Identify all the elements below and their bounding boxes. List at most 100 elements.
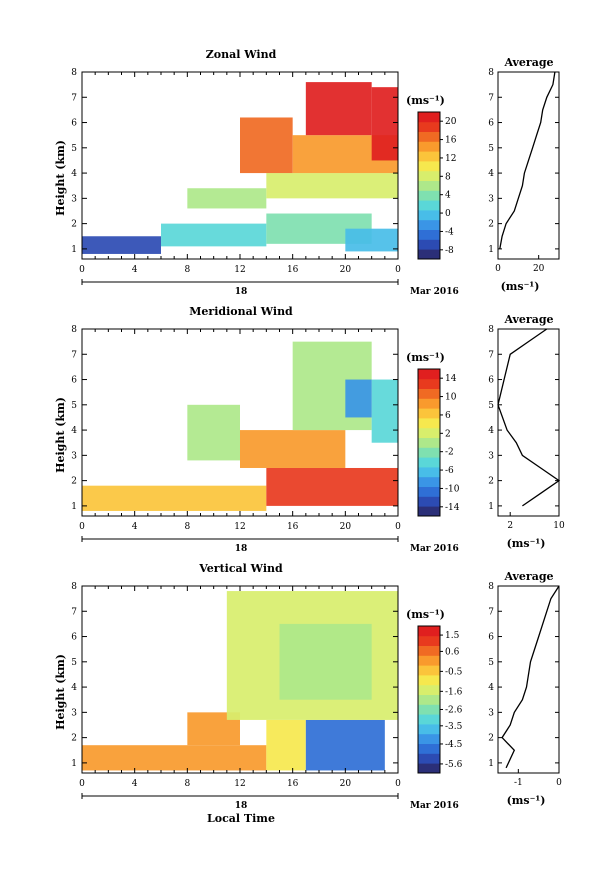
meridional-ytick-label: 5 [71, 401, 77, 411]
meridional-profile-ytick-label: 5 [488, 401, 494, 411]
meridional-colorbar-label: -14 [445, 503, 460, 513]
vertical-xtick-label: 4 [132, 779, 138, 789]
zonal-field-patch-5 [266, 173, 398, 199]
vertical-colorbar-swatch [418, 704, 440, 715]
vertical-colorbar-label: -5.6 [445, 760, 463, 770]
zonal-profile-xlabel: (ms⁻¹) [501, 280, 540, 293]
vertical-title: Vertical Wind [198, 562, 283, 575]
zonal-profile-line [499, 71, 556, 250]
zonal-profile-ytick-label: 3 [488, 194, 494, 204]
zonal-date-day: 18 [235, 287, 248, 297]
vertical-colorbar-swatch [418, 655, 440, 666]
vertical-profile-line [501, 585, 560, 769]
vertical-colorbar-swatch [418, 724, 440, 735]
zonal-colorbar-swatch [418, 239, 440, 250]
vertical-profile-xtick-label: -1 [514, 778, 523, 788]
vertical-date-month: Mar 2016 [410, 801, 459, 811]
zonal-colorbar-swatch [418, 210, 440, 221]
vertical-date-day: 18 [235, 801, 248, 811]
meridional-panel: Meridional Wind Height (km) 0 4 8 12 16 20 0 1… [54, 305, 565, 554]
zonal-xtick-label: 4 [132, 265, 138, 275]
meridional-ytick-label: 3 [71, 451, 77, 461]
meridional-colorbar-unit: (ms⁻¹) [406, 351, 445, 364]
meridional-xtick-label: 0 [395, 522, 401, 532]
meridional-colorbar-label: -6 [445, 466, 454, 476]
meridional-xtick-label: 12 [234, 522, 245, 532]
vertical-colorbar-swatch [418, 626, 440, 637]
vertical-profile-ytick-label: 1 [488, 759, 494, 769]
zonal-profile-frame [497, 71, 560, 260]
zonal-field-patch-6 [240, 117, 293, 174]
zonal-colorbar-swatch [418, 151, 440, 162]
vertical-profile-xlabel: (ms⁻¹) [507, 794, 546, 807]
vertical-field-patch-0 [82, 745, 267, 771]
meridional-colorbar-label: 14 [445, 374, 457, 384]
zonal-colorbar-label: 12 [445, 154, 456, 164]
vertical-profile-ytick-label: 6 [488, 633, 494, 643]
zonal-ytick-label: 1 [71, 245, 77, 255]
meridional-colorbar-swatch [418, 486, 440, 497]
vertical-field-patch-5 [279, 623, 372, 700]
vertical-colorbar-swatch [418, 684, 440, 695]
vertical-ytick-label: 8 [71, 582, 77, 592]
vertical-colorbar-swatch [418, 753, 440, 764]
meridional-date-day: 18 [235, 544, 248, 554]
zonal-profile-ytick-label: 2 [488, 220, 494, 230]
zonal-xtick-label: 8 [184, 265, 190, 275]
zonal-colorbar-label: 4 [445, 191, 451, 201]
vertical-panel: Vertical Wind Height (km) 0 4 8 12 16 20 0 123… [54, 562, 562, 825]
vertical-xtick-label: 8 [184, 779, 190, 789]
meridional-profile-ytick-label: 4 [488, 426, 494, 436]
meridional-colorbar-swatch [418, 418, 440, 429]
meridional-colorbar-frame [417, 368, 441, 517]
zonal-xtick-label: 0 [79, 265, 85, 275]
meridional-profile-ytick-label: 6 [488, 376, 494, 386]
meridional-field-patch-0 [82, 485, 267, 511]
vertical-xtick-label: 12 [234, 779, 245, 789]
zonal-colorbar-swatch [418, 219, 440, 230]
meridional-ytick-label: 6 [71, 376, 77, 386]
zonal-colorbar-label: 8 [445, 172, 451, 182]
zonal-ytick-label: 6 [71, 119, 77, 129]
vertical-xtick-label: 0 [79, 779, 85, 789]
meridional-xtick-label: 4 [132, 522, 138, 532]
vertical-colorbar-label: 1.5 [445, 631, 460, 641]
zonal-ytick-label: 4 [71, 169, 77, 179]
vertical-colorbar-swatch [418, 635, 440, 646]
zonal-colorbar-label: 16 [445, 136, 457, 146]
zonal-profile-ytick-label: 1 [488, 245, 494, 255]
zonal-profile-ytick-label: 7 [488, 93, 494, 103]
vertical-ytick-label: 4 [71, 683, 77, 693]
zonal-colorbar-swatch [418, 170, 440, 181]
vertical-colorbar-label: -2.6 [445, 705, 463, 715]
meridional-colorbar-swatch [418, 369, 440, 380]
zonal-field-patch-9 [371, 87, 398, 161]
meridional-colorbar-swatch [418, 496, 440, 507]
vertical-ytick-label: 7 [71, 607, 77, 617]
meridional-field-patch-1 [266, 467, 398, 506]
meridional-ylabel: Height (km) [54, 397, 67, 473]
zonal-xtick-label: 0 [395, 265, 401, 275]
zonal-profile-ytick-label: 6 [488, 119, 494, 129]
vertical-colorbar-swatch [418, 675, 440, 686]
zonal-panel: Zonal Wind Height (km) 0 4 8 12 16 20 0 123456… [54, 48, 560, 297]
vertical-ytick-label: 2 [71, 734, 77, 744]
vertical-profile-frame [497, 585, 560, 774]
meridional-colorbar-swatch [418, 408, 440, 419]
meridional-profile-xtick-label: 10 [553, 521, 565, 531]
meridional-colorbar-swatch [418, 467, 440, 478]
zonal-colorbar-swatch [418, 229, 440, 240]
meridional-field-patch-2 [240, 430, 346, 468]
meridional-colorbar-swatch [418, 476, 440, 487]
vertical-colorbar-label: -3.5 [445, 722, 463, 732]
zonal-colorbar-unit: (ms⁻¹) [406, 94, 445, 107]
zonal-field-patch-8 [305, 82, 372, 136]
meridional-colorbar-swatch [418, 378, 440, 389]
meridional-profile-frame [497, 328, 560, 517]
meridional-date-month: Mar 2016 [410, 544, 459, 554]
vertical-colorbar-swatch [418, 694, 440, 705]
vertical-field-patch-3 [305, 719, 385, 771]
vertical-colorbar-swatch [418, 743, 440, 754]
zonal-colorbar-swatch [418, 112, 440, 123]
